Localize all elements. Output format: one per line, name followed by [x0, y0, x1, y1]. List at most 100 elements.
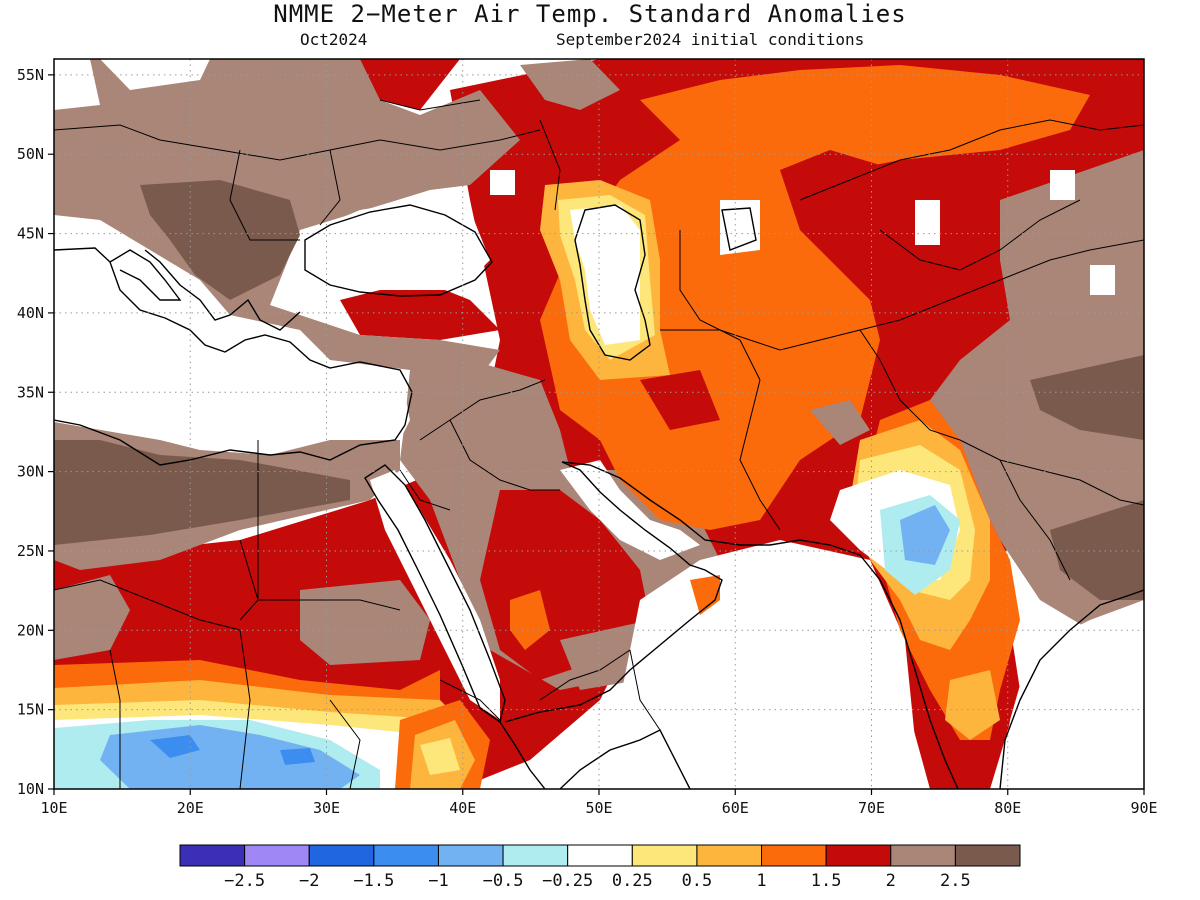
lat-tick-label: 20N — [17, 621, 44, 639]
caspian-coast — [574, 204, 651, 361]
colorbar-label: 1 — [756, 871, 766, 891]
lon-tick-label: 50E — [585, 799, 612, 817]
lat-tick-label: 40N — [17, 304, 44, 322]
india-coast — [859, 554, 1144, 789]
anomaly-region — [945, 670, 1000, 740]
lon-tick-label: 20E — [177, 799, 204, 817]
anomaly-region — [900, 505, 950, 565]
colorbar-swatch — [890, 844, 956, 867]
colorbar-swatch — [179, 844, 246, 867]
lon-tick-label: 80E — [994, 799, 1021, 817]
water-mask — [54, 59, 100, 110]
colorbar-label: 0.5 — [682, 871, 713, 891]
colorbar-label: −0.5 — [483, 871, 524, 891]
colorbar-swatch — [761, 844, 827, 867]
colorbar-swatch — [308, 844, 375, 867]
colorbar-swatch — [954, 844, 1021, 867]
anomaly-region — [1030, 355, 1144, 440]
anomaly-region — [150, 735, 200, 758]
lon-tick-label: 40E — [449, 799, 476, 817]
colorbar-label: 1.5 — [811, 871, 842, 891]
anomaly-region — [54, 440, 350, 545]
colorbar-label: −1 — [428, 871, 448, 891]
water-mask — [54, 250, 410, 455]
colorbar-label: 2.5 — [940, 871, 971, 891]
lat-tick-label: 35N — [17, 383, 44, 401]
water-mask — [490, 170, 515, 195]
lon-tick-label: 30E — [313, 799, 340, 817]
lat-tick-label: 45N — [17, 225, 44, 243]
anomaly-region — [690, 575, 720, 615]
water-mask — [720, 200, 760, 255]
anomaly-region — [350, 59, 460, 110]
water-mask — [1050, 170, 1075, 200]
lat-tick-label: 30N — [17, 463, 44, 481]
anomaly-region — [1050, 500, 1144, 600]
anomaly-region — [1000, 600, 1144, 789]
water-mask — [915, 200, 940, 245]
anomaly-region — [140, 180, 300, 300]
colorbar-swatch — [437, 844, 504, 867]
lat-lon-grid — [54, 59, 1144, 789]
colorbar-label: −1.5 — [353, 871, 394, 891]
anomaly-region — [340, 280, 500, 340]
anomaly-region — [300, 580, 430, 665]
anomaly-region — [420, 738, 460, 775]
anomaly-region — [520, 59, 620, 110]
horn-coast — [499, 721, 691, 789]
red-sea-coast — [364, 464, 506, 724]
colorbar-label: 2 — [886, 871, 896, 891]
anomaly-region — [570, 205, 640, 345]
lon-tick-label: 60E — [722, 799, 749, 817]
axis-labels: 10E 20E 30E 40E 50E 60E 70E 80E 90E 10N 15N 20N 25N 3… — [17, 66, 1158, 817]
lon-tick-label: 70E — [858, 799, 885, 817]
anomaly-region — [54, 95, 150, 180]
water-mask — [1090, 265, 1115, 295]
country-borders — [54, 99, 1144, 789]
mediterranean-coast — [54, 247, 413, 466]
lat-tick-label: 15N — [17, 701, 44, 719]
anomaly-region — [640, 370, 720, 430]
colorbar-swatch — [567, 844, 633, 867]
colorbar-swatch — [631, 844, 698, 867]
persian-gulf-coast — [561, 461, 861, 556]
anomaly-region — [200, 200, 260, 245]
lon-tick-label: 10E — [40, 799, 67, 817]
aral-coast — [721, 207, 757, 251]
initial-conditions: September2024 initial conditions — [556, 30, 865, 49]
balkan-coast — [144, 249, 301, 331]
anomaly-region — [810, 400, 870, 445]
water-mask — [560, 460, 700, 560]
lat-tick-label: 25N — [17, 542, 44, 560]
forecast-month: Oct2024 — [300, 30, 368, 49]
water-mask — [300, 200, 490, 290]
water-mask — [100, 59, 210, 90]
colorbar-label: 0.25 — [612, 871, 653, 891]
colorbar-swatch — [696, 844, 763, 867]
colorbar-swatch — [825, 844, 892, 867]
lat-tick-label: 50N — [17, 145, 44, 163]
lat-tick-label: 10N — [17, 780, 44, 798]
coastlines — [54, 204, 1144, 789]
colorbar-swatch — [244, 844, 310, 867]
map-title: NMME 2−Meter Air Temp. Standard Anomalie… — [273, 0, 907, 28]
colorbar-swatch — [373, 844, 439, 867]
anomaly-fill-layer — [54, 59, 1144, 789]
colorbar-label: −2.5 — [224, 871, 265, 891]
lat-tick-label: 55N — [17, 66, 44, 84]
water-mask — [370, 470, 500, 720]
colorbar-label: −2 — [299, 871, 319, 891]
anomaly-region — [54, 575, 130, 660]
colorbar-swatch — [502, 844, 569, 867]
anomaly-region — [560, 545, 930, 789]
colorbar-label: −0.25 — [542, 871, 593, 891]
anomaly-region — [510, 590, 550, 650]
black-sea-coast — [304, 204, 493, 297]
lon-tick-label: 90E — [1130, 799, 1157, 817]
colorbar: −2.5 −2 −1.5 −1 −0.5 −0.25 0.25 0.5 1 1.5 2 2.5 — [179, 844, 1021, 891]
italy-coast — [109, 249, 182, 301]
anomaly-region — [280, 748, 315, 765]
arabia-coast — [504, 461, 723, 723]
anomaly-region — [780, 150, 880, 250]
